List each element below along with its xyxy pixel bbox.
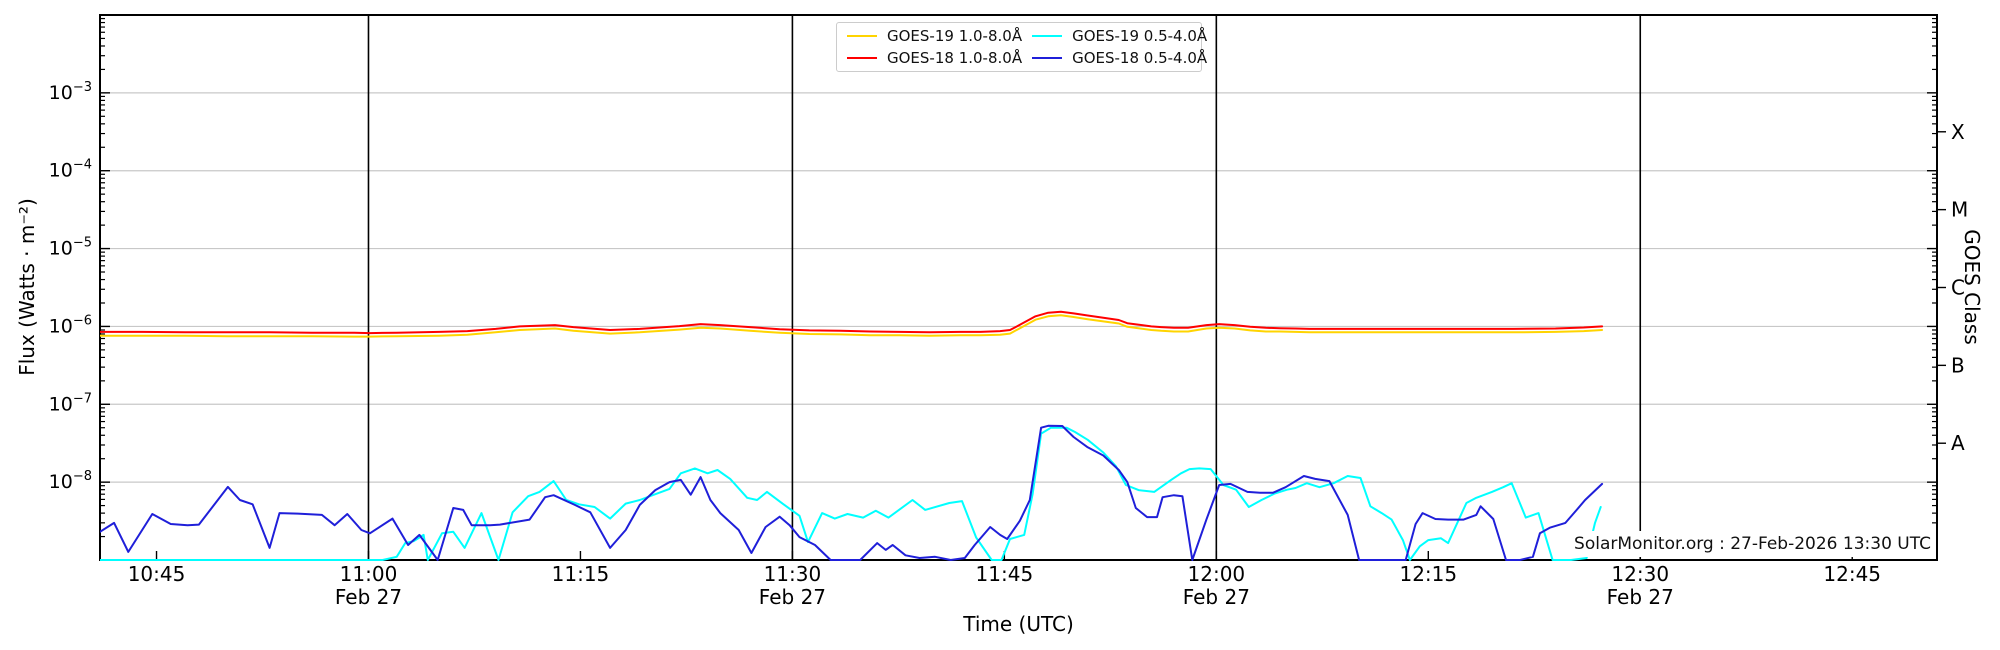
x-tick-label: 10:45 — [128, 562, 186, 586]
legend-entry: GOES-19 1.0-8.0Å — [847, 26, 1022, 47]
legend-swatch-line — [1032, 35, 1063, 38]
y-tick-label: 10−3 — [49, 80, 92, 104]
series-line-goes-18-1-0-8-0- — [100, 310, 1604, 335]
legend-label: GOES-18 0.5-4.0Å — [1072, 48, 1208, 67]
x-tick-date-label: Feb 27 — [1607, 585, 1674, 609]
x-tick-date-label: Feb 27 — [335, 585, 402, 609]
legend-swatch-line — [847, 35, 877, 38]
y-tick-label: 10−8 — [49, 469, 92, 493]
series-line-goes-19-1-0-8-0- — [100, 314, 1604, 338]
x-tick-label: 11:30 — [764, 562, 822, 586]
goes-class-letter: X — [1951, 120, 1965, 144]
legend-label: GOES-19 1.0-8.0Å — [887, 27, 1023, 46]
x-tick-label: 12:30 — [1611, 562, 1669, 586]
y2-axis-title: GOES Class — [1960, 229, 1984, 345]
series-line-goes-19-0-5-4-0- — [100, 426, 1602, 561]
x-tick-label: 12:00 — [1188, 562, 1246, 586]
x-tick-label: 12:45 — [1823, 562, 1881, 586]
goes-class-letter: M — [1951, 198, 1968, 222]
legend-swatch-line — [847, 56, 877, 59]
y-axis-title: Flux (Watts · m⁻²) — [15, 198, 39, 376]
series-line-goes-18-0-5-4-0- — [100, 424, 1604, 561]
goes-class-letter: B — [1951, 353, 1965, 377]
legend-entry: GOES-18 1.0-8.0Å — [847, 47, 1022, 68]
y-tick-label: 10−7 — [49, 391, 92, 415]
x-tick-label: 11:15 — [552, 562, 610, 586]
x-tick-label: 12:15 — [1399, 562, 1457, 586]
legend-swatch-line — [1032, 56, 1063, 59]
x-tick-date-label: Feb 27 — [759, 585, 826, 609]
y-tick-label: 10−6 — [49, 313, 92, 337]
x-tick-label: 11:45 — [976, 562, 1034, 586]
goes-class-letter: C — [1951, 276, 1965, 300]
plot-frame — [99, 14, 1938, 561]
goes-class-letter: A — [1951, 431, 1965, 455]
y-tick-label: 10−5 — [49, 236, 92, 260]
x-axis-title: Time (UTC) — [963, 612, 1074, 636]
x-tick-date-label: Feb 27 — [1183, 585, 1250, 609]
legend-entry: GOES-19 0.5-4.0Å — [1032, 26, 1207, 47]
legend-label: GOES-19 0.5-4.0Å — [1072, 27, 1208, 46]
solarmonitor-credit: SolarMonitor.org : 27-Feb-2026 13:30 UTC — [1569, 531, 1936, 557]
legend: GOES-19 1.0-8.0Å GOES-19 0.5-4.0Å GOES-18 … — [836, 22, 1207, 72]
legend-label: GOES-18 1.0-8.0Å — [887, 48, 1023, 67]
legend-entry: GOES-18 0.5-4.0Å — [1032, 47, 1207, 68]
y-tick-label: 10−4 — [49, 158, 92, 182]
x-tick-label: 11:00 — [340, 562, 398, 586]
